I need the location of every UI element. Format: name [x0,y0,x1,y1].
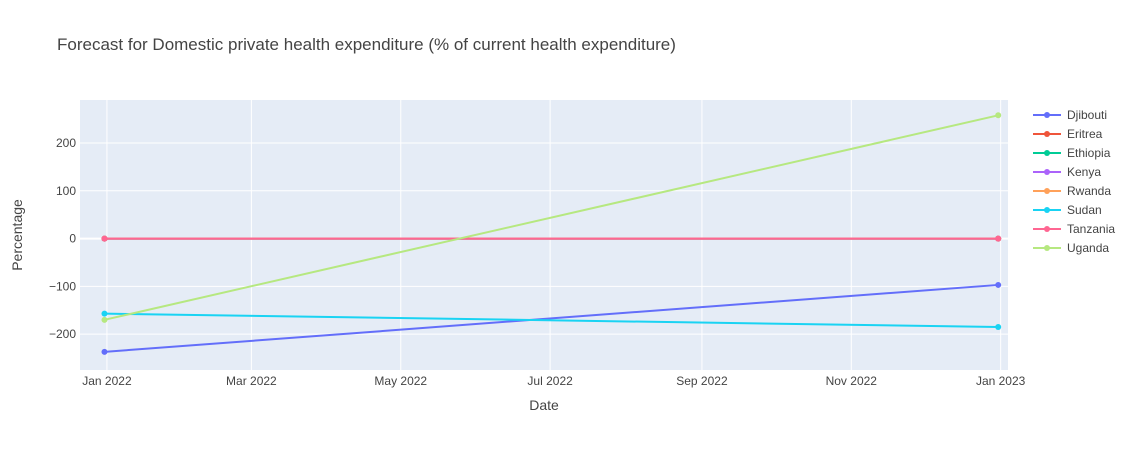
data-point-sudan[interactable] [101,310,108,317]
x-tick-label: May 2022 [374,374,427,388]
series-sudan [101,310,1002,330]
legend-swatch-marker [1044,169,1050,175]
y-tick-labels: 200 100 0 −100 −200 [49,136,76,341]
x-axis-label: Date [529,397,559,413]
data-point-tanzania[interactable] [101,235,108,242]
series-layer [101,112,1002,355]
legend-label: Ethiopia [1067,146,1111,160]
legend-swatch-marker [1044,112,1050,118]
chart-title: Forecast for Domestic private health exp… [57,35,676,54]
legend-swatch-marker [1044,207,1050,213]
legend-label: Tanzania [1067,222,1115,236]
data-point-djibouti[interactable] [101,348,108,355]
legend-swatch-marker [1044,150,1050,156]
legend-item-uganda[interactable]: Uganda [1033,241,1109,255]
data-point-uganda[interactable] [995,112,1002,119]
y-tick-label: 100 [56,184,76,198]
series-tanzania [101,235,1002,242]
legend-label: Kenya [1067,165,1101,179]
data-point-sudan[interactable] [995,323,1002,330]
x-tick-label: Mar 2022 [226,374,277,388]
legend-item-eritrea[interactable]: Eritrea [1033,127,1103,141]
legend-item-djibouti[interactable]: Djibouti [1033,108,1107,122]
plot-area [80,100,1008,370]
data-point-tanzania[interactable] [995,235,1002,242]
legend-label: Rwanda [1067,184,1111,198]
x-tick-label: Nov 2022 [826,374,878,388]
y-tick-label: −200 [49,327,76,341]
legend-item-ethiopia[interactable]: Ethiopia [1033,146,1111,160]
series-line-uganda [104,114,999,321]
x-tick-label: Jul 2022 [527,374,573,388]
data-point-djibouti[interactable] [995,281,1002,288]
x-tick-labels: Jan 2022 Mar 2022 May 2022 Jul 2022 Sep 2022… [82,374,1025,388]
legend-item-sudan[interactable]: Sudan [1033,203,1102,217]
legend-item-tanzania[interactable]: Tanzania [1033,222,1115,236]
legend[interactable]: Djibouti Eritrea Ethiopia Kenya Rwanda Sudan T… [1033,108,1115,255]
series-uganda [101,112,1002,323]
data-point-uganda[interactable] [101,316,108,323]
legend-label: Eritrea [1067,127,1103,141]
legend-swatch-marker [1044,245,1050,251]
legend-swatch-marker [1044,226,1050,232]
x-tick-label: Jan 2022 [82,374,132,388]
legend-item-rwanda[interactable]: Rwanda [1033,184,1111,198]
series-line-sudan [104,312,999,328]
x-tick-label: Sep 2022 [676,374,728,388]
legend-label: Uganda [1067,241,1109,255]
x-tick-label: Jan 2023 [976,374,1026,388]
legend-swatch-marker [1044,131,1050,137]
y-tick-label: 200 [56,136,76,150]
y-axis-label: Percentage [9,199,25,271]
y-tick-label: −100 [49,279,76,293]
series-line-djibouti [104,283,999,353]
legend-label: Djibouti [1067,108,1107,122]
legend-item-kenya[interactable]: Kenya [1033,165,1101,179]
y-tick-label: 0 [69,232,76,246]
legend-label: Sudan [1067,203,1102,217]
legend-swatch-marker [1044,188,1050,194]
series-djibouti [101,281,1002,355]
